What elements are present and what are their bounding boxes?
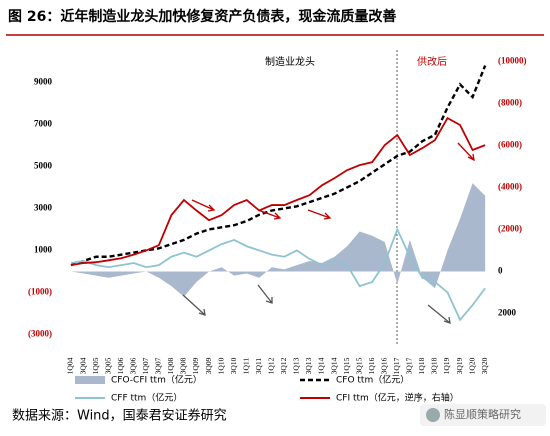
x-tick-label: 3Q08 [179,357,188,374]
x-tick-label: 1Q05 [91,357,100,374]
y2-tick-label: 2000 [498,308,517,318]
x-tick-label: 1Q06 [116,357,125,374]
x-tick-label: 3Q04 [78,357,87,374]
y-tick-label: 7000 [34,118,53,128]
x-tick-label: 1Q19 [442,357,451,374]
legend-label: CFO ttm（亿元） [336,374,409,386]
x-tick-label: 3Q15 [354,357,363,374]
x-tick-label: 1Q09 [191,357,200,374]
x-tick-label: 1Q17 [392,357,401,374]
legend-label: CFF ttm（亿元） [111,392,182,404]
x-tick-label: 1Q15 [342,357,351,374]
legend-swatch [75,376,105,384]
y-tick-label: (1000) [28,287,52,297]
y-tick-label: 5000 [34,160,53,170]
legend-label: CFI ttm（亿元，逆序，右轴） [336,392,459,404]
x-tick-label: 3Q07 [154,357,163,374]
x-tick-label: 3Q19 [455,357,464,374]
x-tick-label: 1Q10 [216,357,225,374]
y-tick-label: 1000 [34,244,53,254]
x-tick-label: 3Q13 [304,357,313,374]
x-tick-label: 1Q13 [292,357,301,374]
watermark-icon [426,408,440,422]
y2-tick-label: (4000) [498,181,522,191]
x-tick-label: 3Q10 [229,357,238,374]
x-tick-label: 1Q20 [467,357,476,374]
line [70,65,487,267]
x-tick-label: 3Q14 [329,357,338,374]
area [71,183,486,297]
y-tick-label: 3000 [34,202,53,212]
x-tick-label: 3Q06 [128,357,137,374]
y2-tick-label: (2000) [498,223,522,233]
x-tick-label: 1Q11 [241,358,250,375]
line [70,227,486,322]
x-tick-label: 3Q17 [405,357,414,374]
x-tick-label: 1Q14 [317,357,326,374]
line [70,116,486,267]
y2-tick-label: (8000) [498,97,522,107]
chart-title: 图 26：近年制造业龙头加快修复资产负债表，现金流质量改善 [8,8,396,25]
x-tick-label: 3Q11 [254,358,263,375]
annotation: 供改后 [417,55,447,68]
legend-label: CFO-CFI ttm（亿元） [111,374,202,386]
x-tick-label: 3Q16 [379,357,388,374]
x-tick-label: 1Q16 [367,357,376,374]
watermark-box [420,404,546,426]
x-tick-label: 3Q09 [204,357,213,374]
source: 数据来源：Wind，国泰君安证券研究 [12,408,227,424]
y2-tick-label: 0 [498,266,503,276]
y2-tick-label: (6000) [498,139,522,149]
y2-tick-label: (10000) [498,55,527,65]
arrows [182,142,475,324]
x-tick-label: 1Q04 [66,357,75,374]
x-tick-label: 3Q18 [430,357,439,374]
watermark: 陈显顺策略研究 [444,407,521,421]
x-tick-label: 1Q08 [166,357,175,374]
x-tick-label: 3Q20 [480,357,489,374]
x-tick-label: 3Q05 [103,357,112,374]
y-tick-label: (3000) [28,329,52,339]
x-tick-label: 1Q07 [141,357,150,374]
x-tick-label: 3Q12 [279,357,288,374]
x-tick-label: 1Q18 [417,357,426,374]
annotation: 制造业龙头 [265,55,315,68]
y-tick-label: 9000 [34,76,53,86]
x-tick-label: 1Q12 [267,357,276,374]
